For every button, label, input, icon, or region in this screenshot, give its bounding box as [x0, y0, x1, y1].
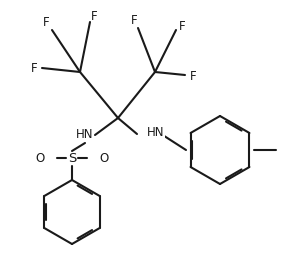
- Text: HN: HN: [147, 125, 164, 138]
- Text: S: S: [68, 152, 76, 165]
- Text: F: F: [43, 17, 49, 29]
- Text: F: F: [190, 70, 196, 84]
- Text: O: O: [99, 152, 108, 165]
- Text: F: F: [131, 14, 137, 27]
- Text: F: F: [31, 61, 37, 75]
- Text: F: F: [179, 20, 185, 32]
- Text: O: O: [36, 152, 45, 165]
- Text: F: F: [91, 10, 97, 23]
- Text: HN: HN: [76, 128, 94, 141]
